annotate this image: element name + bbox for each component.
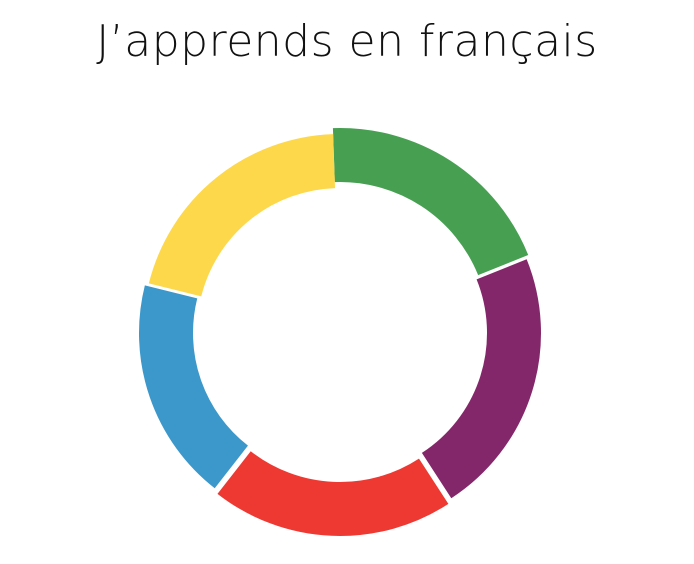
ring-segment-purple bbox=[421, 259, 541, 499]
page-title: J’apprends en français bbox=[96, 16, 598, 67]
ring-segment-blue bbox=[139, 285, 249, 489]
ring-segment-yellow bbox=[148, 134, 336, 298]
ring-segment-green bbox=[332, 128, 529, 276]
ring-segment-red bbox=[217, 450, 449, 536]
